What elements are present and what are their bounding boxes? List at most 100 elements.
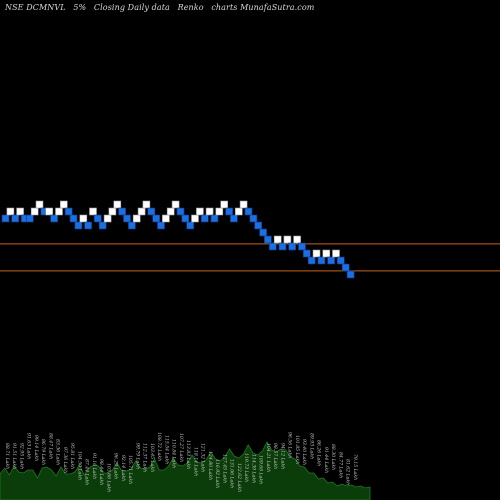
volume-label: 103.45 Lakh: [149, 443, 155, 472]
volume-label: 91.51 Lakh: [11, 443, 17, 469]
renko-brick-down: [157, 221, 165, 230]
volume-labels: 88.71 Lakh 91.51 Lakh 92.95 Lakh 91.63 Lakh…: [4, 432, 358, 492]
renko-brick-up: [6, 207, 15, 216]
volume-label: 91.63 Lakh: [26, 433, 32, 459]
renko-brick-down: [278, 242, 287, 251]
renko-brick-up: [332, 249, 340, 258]
volume-label: 92.95 Lakh: [19, 443, 25, 469]
volume-label: 108.72 Lakh: [156, 432, 162, 461]
renko-brick-up: [30, 207, 39, 216]
renko-brick-down: [64, 207, 73, 216]
volume-label: 104.21 Lakh: [265, 443, 271, 472]
volume-label: 107.27 Lakh: [178, 433, 184, 462]
renko-brick-up: [239, 200, 248, 209]
renko-brick-down: [147, 207, 156, 216]
volume-label: 101.85 Lakh: [294, 435, 300, 464]
renko-brick-down: [118, 207, 126, 216]
volume-label: 119.73 Lakh: [243, 453, 249, 482]
renko-brick-down: [152, 214, 160, 223]
volume-label: 96.29 Lakh: [113, 453, 119, 479]
volume-label: 99.79 Lakh: [134, 443, 140, 469]
volume-label: 88.30 Lakh: [330, 444, 336, 470]
header-chart-kind: Renko: [177, 3, 204, 12]
volume-area: [0, 441, 371, 500]
volume-label: 114.39 Lakh: [250, 454, 256, 483]
renko-brick-down: [1, 214, 10, 223]
volume-label: 103.66 Lakh: [105, 463, 111, 492]
chart-header: NSE DCMNVL 5% Closing Daily data Renko c…: [5, 3, 319, 12]
header-source: charts MunafaSutra.com: [211, 3, 315, 12]
renko-brick-down: [69, 214, 78, 223]
volume-label: 97.36 Lakh: [62, 447, 68, 473]
renko-brick-down: [327, 256, 335, 265]
volume-label: 86.79 Lakh: [40, 439, 46, 465]
renko-brick-up: [137, 207, 146, 216]
renko-brick-up: [142, 200, 151, 209]
renko-brick-up: [235, 207, 243, 216]
renko-brick-up: [45, 207, 54, 216]
volume-label: 84.77 Lakh: [337, 452, 343, 478]
renko-brick-down: [244, 207, 253, 216]
renko-brick-down: [302, 249, 311, 258]
volume-label: 98.57 Lakh: [272, 443, 278, 469]
volume-label: 93.40 Lakh: [301, 439, 307, 465]
renko-brick-up: [312, 249, 321, 258]
renko-brick-up: [103, 214, 112, 223]
renko-brick-down: [341, 263, 350, 272]
renko-brick-down: [346, 270, 355, 279]
volume-label: 124.80 Lakh: [207, 451, 213, 480]
renko-brick-down: [307, 256, 316, 265]
renko-brick-down: [288, 242, 297, 251]
volume-label: 81.62 Lakh: [345, 459, 351, 485]
volume-label: 83.36 Lakh: [55, 439, 61, 465]
volume-label: 109.68 Lakh: [258, 455, 264, 484]
header-renko-size: 5%: [73, 3, 87, 12]
renko-brick-up: [132, 214, 141, 223]
volume-label: 115.54 Lakh: [163, 435, 169, 464]
volume-label: 118.14 Lakh: [192, 447, 198, 476]
renko-brick-down: [254, 221, 262, 230]
renko-brick-down: [264, 235, 272, 244]
volume-label: 112.37 Lakh: [142, 443, 148, 472]
renko-brick-up: [89, 207, 97, 216]
volume-label: 127.45 Lakh: [221, 454, 227, 483]
renko-brick-up: [59, 200, 68, 209]
volume-label: 96.56 Lakh: [287, 432, 293, 458]
renko-brick-down: [123, 214, 131, 223]
renko-brick-up: [220, 200, 228, 209]
volume-label: 79.15 Lakh: [352, 454, 358, 480]
volume-label: 87.44 Lakh: [84, 459, 90, 485]
volume-label: 95.81 Lakh: [69, 443, 75, 469]
renko-brick-down: [230, 214, 238, 223]
renko-brick-up: [166, 207, 175, 216]
renko-brick-up: [196, 207, 204, 216]
volume-label: 86.26 Lakh: [316, 440, 322, 466]
volume-label: 92.14 Lakh: [120, 455, 126, 481]
renko-brick-down: [25, 214, 34, 223]
volume-label: 88.47 Lakh: [48, 433, 54, 459]
renko-brick-down: [181, 214, 190, 223]
volume-label: 98.44 Lakh: [98, 459, 104, 485]
renko-brick-up: [55, 207, 63, 216]
volume-label: 121.32 Lakh: [200, 443, 206, 472]
renko-brick-up: [16, 207, 24, 216]
renko-brick-up: [283, 235, 292, 244]
renko-brick-down: [336, 256, 345, 265]
renko-brick-up: [293, 235, 301, 244]
renko-brick-down: [210, 214, 219, 223]
volume-label: 131.06 Lakh: [229, 459, 235, 488]
renko-brick-down: [201, 214, 209, 223]
renko-brick-down: [128, 221, 136, 230]
renko-brick-down: [186, 221, 194, 230]
renko-brick-down: [298, 242, 306, 251]
renko-brick-up: [35, 200, 44, 209]
level-lines: [0, 243, 500, 272]
renko-brick-down: [268, 242, 277, 251]
renko-brick-up: [191, 214, 199, 223]
renko-brick-up: [108, 207, 117, 216]
volume-label: 88.71 Lakh: [4, 443, 10, 469]
renko-brick-down: [259, 228, 267, 237]
volume-label: 91.16 Lakh: [91, 453, 97, 479]
